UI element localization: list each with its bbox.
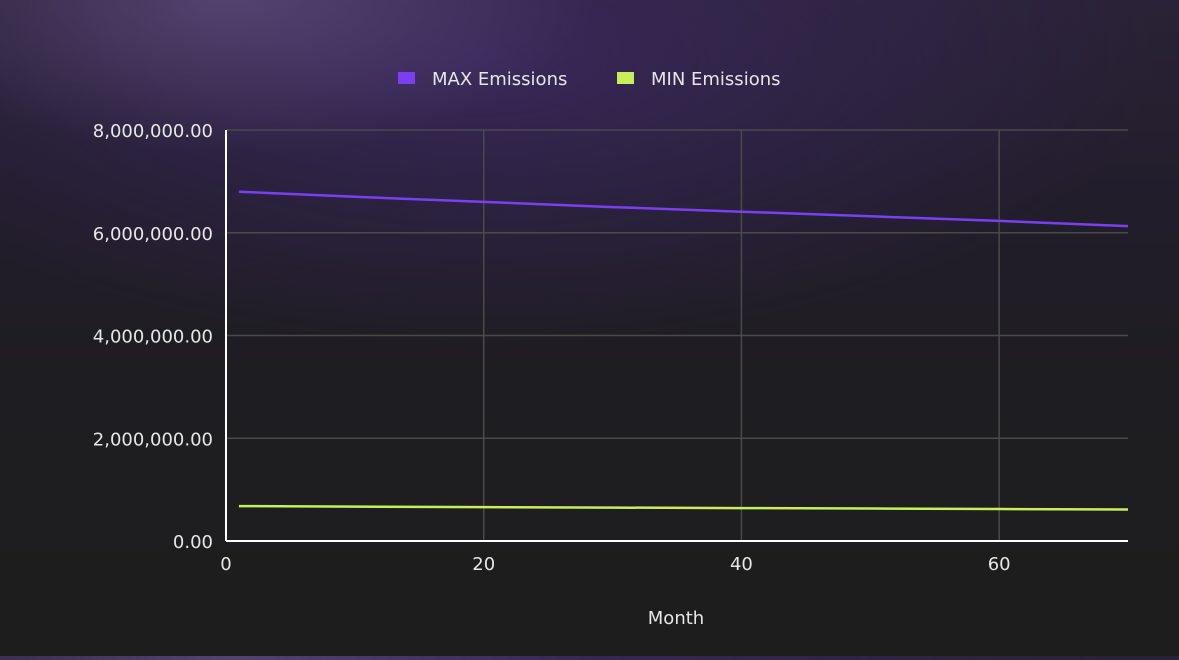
x-tick-label: 40	[730, 554, 753, 575]
tick-labels: 0.00 2,000,000.00 4,000,000.00 6,000,000.00…	[93, 121, 1011, 575]
legend-item-min-emissions[interactable]: MIN Emissions	[617, 69, 781, 90]
legend-swatch	[617, 72, 634, 84]
legend[interactable]: MAX Emissions MIN Emissions	[398, 69, 781, 90]
y-tick-label: 0.00	[173, 532, 213, 553]
y-tick-label: 8,000,000.00	[93, 121, 213, 142]
legend-label: MIN Emissions	[651, 69, 781, 90]
series-line-max-emissions	[238, 190, 1129, 228]
y-tick-label: 2,000,000.00	[93, 429, 213, 450]
x-tick-label: 20	[472, 554, 495, 575]
grid-lines	[226, 129, 1128, 541]
x-tick-label: 60	[988, 554, 1011, 575]
axes	[225, 130, 1128, 542]
y-tick-label: 4,000,000.00	[93, 327, 213, 348]
legend-item-max-emissions[interactable]: MAX Emissions	[398, 69, 567, 90]
series-line-min-emissions	[238, 504, 1129, 511]
legend-swatch	[398, 72, 415, 84]
series-lines	[238, 190, 1129, 511]
x-axis-title: Month	[648, 608, 704, 629]
legend-label: MAX Emissions	[432, 69, 567, 90]
x-tick-label: 0	[220, 554, 231, 575]
y-tick-label: 6,000,000.00	[93, 224, 213, 245]
